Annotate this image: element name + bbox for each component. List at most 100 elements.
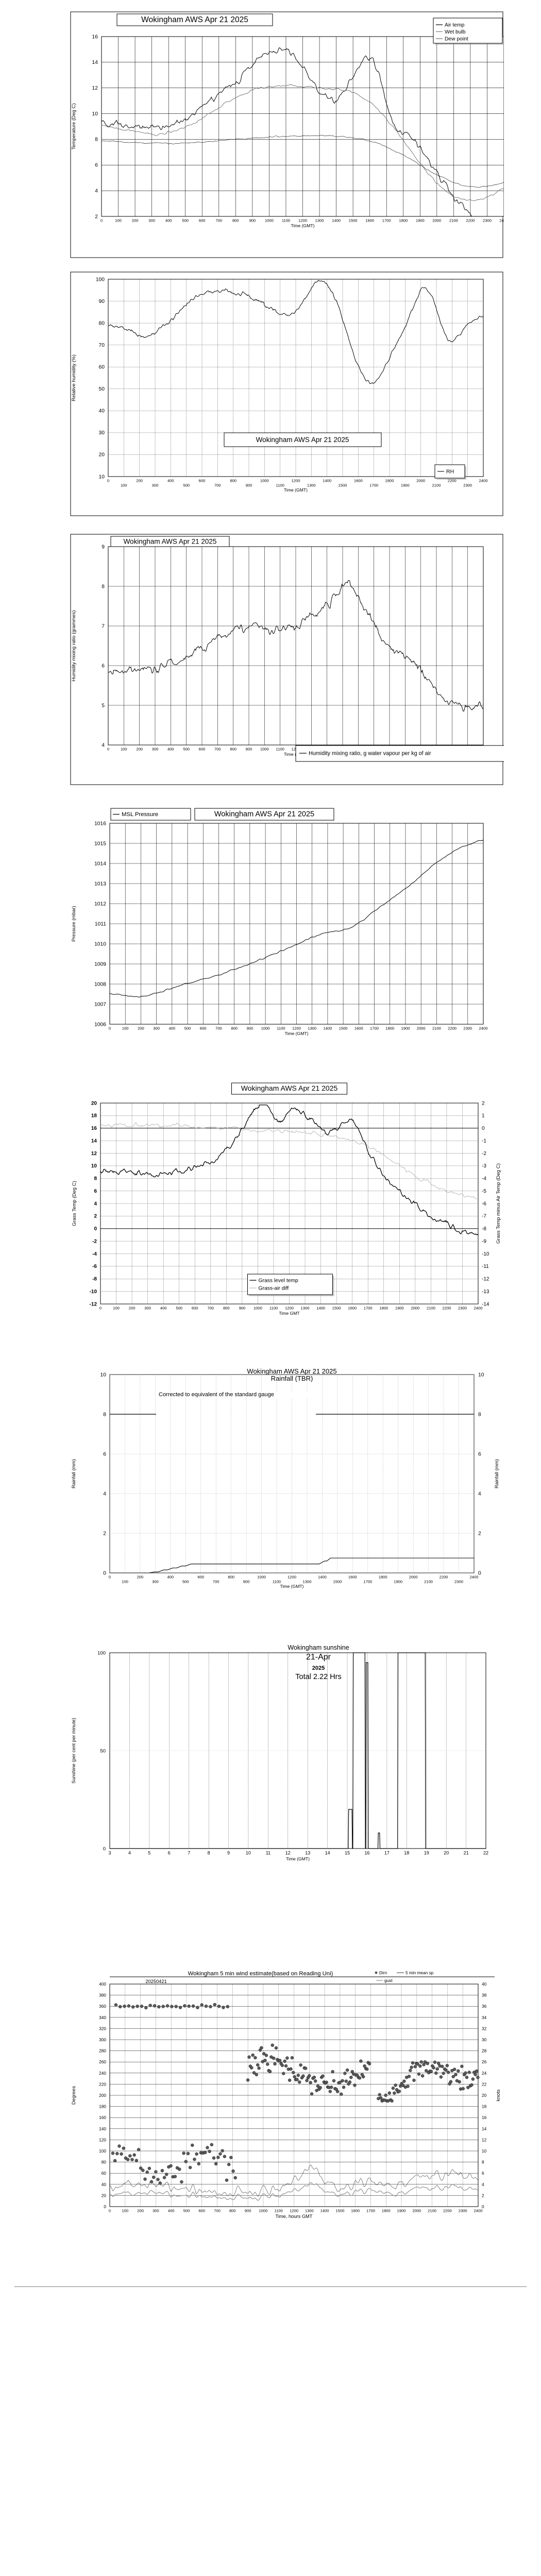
svg-text:1300: 1300 xyxy=(301,1306,310,1311)
svg-text:1600: 1600 xyxy=(348,1306,357,1311)
svg-text:300: 300 xyxy=(99,2037,106,2042)
svg-text:20: 20 xyxy=(482,2093,487,2098)
svg-text:Rainfall (mm): Rainfall (mm) xyxy=(494,1459,500,1488)
svg-text:21: 21 xyxy=(464,1851,469,1856)
svg-text:2300: 2300 xyxy=(463,1026,472,1031)
svg-text:6: 6 xyxy=(478,1451,481,1457)
svg-text:900: 900 xyxy=(249,218,256,223)
svg-text:1: 1 xyxy=(482,1113,485,1119)
svg-text:0: 0 xyxy=(103,1570,106,1576)
svg-text:24: 24 xyxy=(482,2071,487,2076)
svg-text:Humidity mixing ratio (grammes: Humidity mixing ratio (grammes) xyxy=(71,610,77,681)
svg-text:Degrees: Degrees xyxy=(71,2086,77,2105)
svg-text:-8: -8 xyxy=(482,1226,486,1232)
svg-text:6: 6 xyxy=(103,1451,106,1457)
svg-text:1300: 1300 xyxy=(315,218,324,223)
svg-text:1800: 1800 xyxy=(385,1026,394,1031)
svg-text:340: 340 xyxy=(99,2015,106,2020)
svg-text:400: 400 xyxy=(167,479,174,483)
svg-text:300: 300 xyxy=(148,218,155,223)
svg-text:0: 0 xyxy=(478,1570,481,1576)
svg-text:8: 8 xyxy=(102,584,105,589)
svg-text:2300: 2300 xyxy=(483,218,492,223)
svg-text:600: 600 xyxy=(199,218,206,223)
svg-text:Wokingham AWS Apr 21 2025: Wokingham AWS Apr 21 2025 xyxy=(214,810,314,819)
svg-text:13: 13 xyxy=(305,1851,310,1856)
svg-text:2400: 2400 xyxy=(474,1306,483,1311)
svg-text:300: 300 xyxy=(153,2209,159,2213)
svg-text:40: 40 xyxy=(102,2182,107,2187)
svg-text:2100: 2100 xyxy=(428,2209,436,2213)
svg-text:9: 9 xyxy=(102,544,105,550)
svg-text:220: 220 xyxy=(99,2081,106,2087)
svg-text:280: 280 xyxy=(99,2048,106,2054)
svg-text:600: 600 xyxy=(199,747,206,752)
svg-text:-7: -7 xyxy=(482,1214,486,1219)
svg-text:1300: 1300 xyxy=(308,1026,316,1031)
svg-text:400: 400 xyxy=(167,747,174,752)
svg-text:2400: 2400 xyxy=(479,1026,488,1031)
svg-text:1000: 1000 xyxy=(260,479,269,483)
svg-text:100: 100 xyxy=(121,483,127,488)
svg-text:10: 10 xyxy=(91,1163,97,1169)
svg-text:1009: 1009 xyxy=(94,961,106,967)
svg-text:1000: 1000 xyxy=(257,1575,266,1580)
svg-text:1700: 1700 xyxy=(364,1306,373,1311)
svg-text:1300: 1300 xyxy=(307,483,316,488)
svg-text:400: 400 xyxy=(168,1026,175,1031)
svg-text:2200: 2200 xyxy=(443,2209,452,2213)
svg-text:5 min mean sp: 5 min mean sp xyxy=(405,1970,434,1975)
svg-text:10: 10 xyxy=(100,1372,107,1378)
svg-text:1000: 1000 xyxy=(261,1026,270,1031)
svg-text:1600: 1600 xyxy=(354,479,363,483)
svg-text:380: 380 xyxy=(99,1993,106,1998)
svg-text:1100: 1100 xyxy=(276,483,284,488)
svg-text:1011: 1011 xyxy=(95,921,106,927)
svg-text:1400: 1400 xyxy=(316,1306,325,1311)
svg-text:200: 200 xyxy=(99,2093,106,2098)
svg-text:1400: 1400 xyxy=(323,1026,332,1031)
svg-text:1500: 1500 xyxy=(349,218,358,223)
svg-text:Wokingham AWS Apr 21 2025: Wokingham AWS Apr 21 2025 xyxy=(124,537,217,545)
svg-text:2025: 2025 xyxy=(312,1665,325,1671)
svg-text:100: 100 xyxy=(96,277,105,282)
svg-text:1800: 1800 xyxy=(382,2209,391,2213)
svg-text:1800: 1800 xyxy=(385,479,394,483)
svg-text:Dew point: Dew point xyxy=(445,36,468,42)
svg-text:1015: 1015 xyxy=(94,841,106,846)
svg-text:600: 600 xyxy=(197,1575,204,1580)
svg-text:0: 0 xyxy=(109,1026,111,1031)
svg-text:14: 14 xyxy=(91,1138,97,1144)
svg-text:20: 20 xyxy=(102,2193,107,2198)
svg-text:Wokingham AWS Apr 21 2025: Wokingham AWS Apr 21 2025 xyxy=(256,436,349,444)
svg-text:-5: -5 xyxy=(482,1189,486,1194)
svg-text:-6: -6 xyxy=(482,1201,486,1207)
svg-text:2100: 2100 xyxy=(432,483,441,488)
svg-text:6: 6 xyxy=(482,2171,484,2176)
svg-text:-2: -2 xyxy=(92,1239,97,1244)
svg-text:16: 16 xyxy=(91,1126,97,1131)
svg-text:1014: 1014 xyxy=(94,861,106,867)
svg-text:Total 2.22 Hrs: Total 2.22 Hrs xyxy=(295,1673,341,1681)
svg-text:32: 32 xyxy=(482,2026,487,2031)
svg-text:Humidity mixing ratio, g water: Humidity mixing ratio, g water vapour pe… xyxy=(309,751,431,757)
svg-text:200: 200 xyxy=(137,1575,144,1580)
svg-text:10: 10 xyxy=(99,474,105,480)
svg-text:900: 900 xyxy=(246,747,252,752)
svg-text:16: 16 xyxy=(482,2115,487,2120)
svg-text:2400: 2400 xyxy=(474,2209,483,2213)
svg-text:-11: -11 xyxy=(482,1264,489,1269)
svg-text:1200: 1200 xyxy=(288,1575,296,1580)
svg-text:1200: 1200 xyxy=(290,2209,298,2213)
svg-text:-9: -9 xyxy=(482,1239,486,1244)
svg-text:70: 70 xyxy=(99,343,105,348)
svg-text:120: 120 xyxy=(99,2137,106,2142)
svg-text:Wokingham sunshine: Wokingham sunshine xyxy=(288,1644,349,1651)
svg-text:-12: -12 xyxy=(90,1301,97,1307)
svg-text:2100: 2100 xyxy=(424,1580,433,1584)
svg-text:1006: 1006 xyxy=(94,1022,106,1027)
svg-text:2300: 2300 xyxy=(463,483,472,488)
svg-text:700: 700 xyxy=(207,1306,214,1311)
svg-text:-10: -10 xyxy=(90,1289,97,1295)
svg-text:1500: 1500 xyxy=(335,2209,344,2213)
